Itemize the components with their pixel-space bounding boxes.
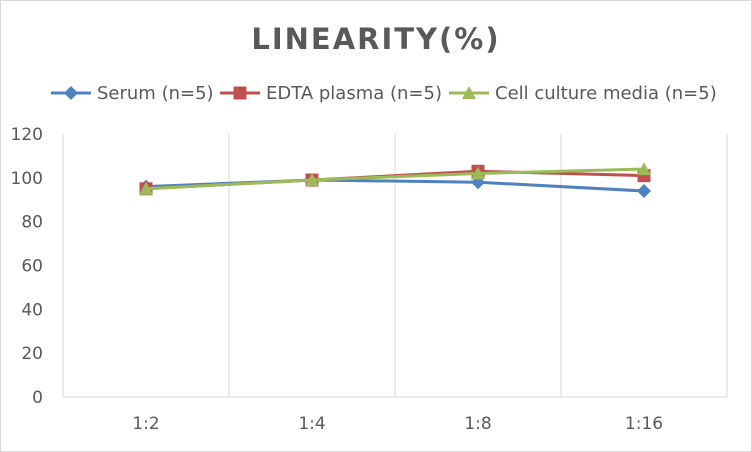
legend-marker xyxy=(233,86,247,100)
data-point xyxy=(637,162,651,176)
data-point xyxy=(305,173,319,187)
legend: Serum (n=5) EDTA plasma (n=5) Cell culture… xyxy=(51,83,717,104)
data-point xyxy=(471,166,485,180)
x-tick-label: 1:8 xyxy=(464,414,491,434)
y-tick-label: 100 xyxy=(11,169,43,189)
gridlines xyxy=(62,134,728,397)
data-point xyxy=(637,183,651,198)
legend-label: Cell culture media (n=5) xyxy=(495,83,717,104)
legend-item: EDTA plasma (n=5) xyxy=(220,83,442,104)
legend-marker xyxy=(64,86,78,100)
x-tick-label: 1:16 xyxy=(625,414,663,434)
legend-label: EDTA plasma (n=5) xyxy=(266,83,442,104)
series-layer xyxy=(139,162,651,198)
legend-label: Serum (n=5) xyxy=(97,83,214,104)
y-tick-label: 40 xyxy=(21,300,43,320)
x-tick-label: 1:4 xyxy=(298,414,325,434)
x-tick-label: 1:2 xyxy=(132,414,159,434)
y-tick-label: 80 xyxy=(21,213,43,233)
data-point xyxy=(139,181,153,195)
series-3 xyxy=(139,162,651,195)
axes: 0 20 40 60 80 100 120 1:2 1:4 1:8 1:16 xyxy=(11,125,727,434)
y-tick-label: 120 xyxy=(11,125,43,145)
legend-marker xyxy=(462,86,476,99)
legend-item: Serum (n=5) xyxy=(51,83,214,104)
legend-item: Cell culture media (n=5) xyxy=(449,83,717,104)
y-tick-label: 20 xyxy=(21,344,43,364)
series-line xyxy=(145,167,645,191)
y-tick-label: 60 xyxy=(21,257,43,277)
chart-title: LINEARITY(%) xyxy=(251,22,500,56)
y-tick-label: 0 xyxy=(32,388,43,408)
